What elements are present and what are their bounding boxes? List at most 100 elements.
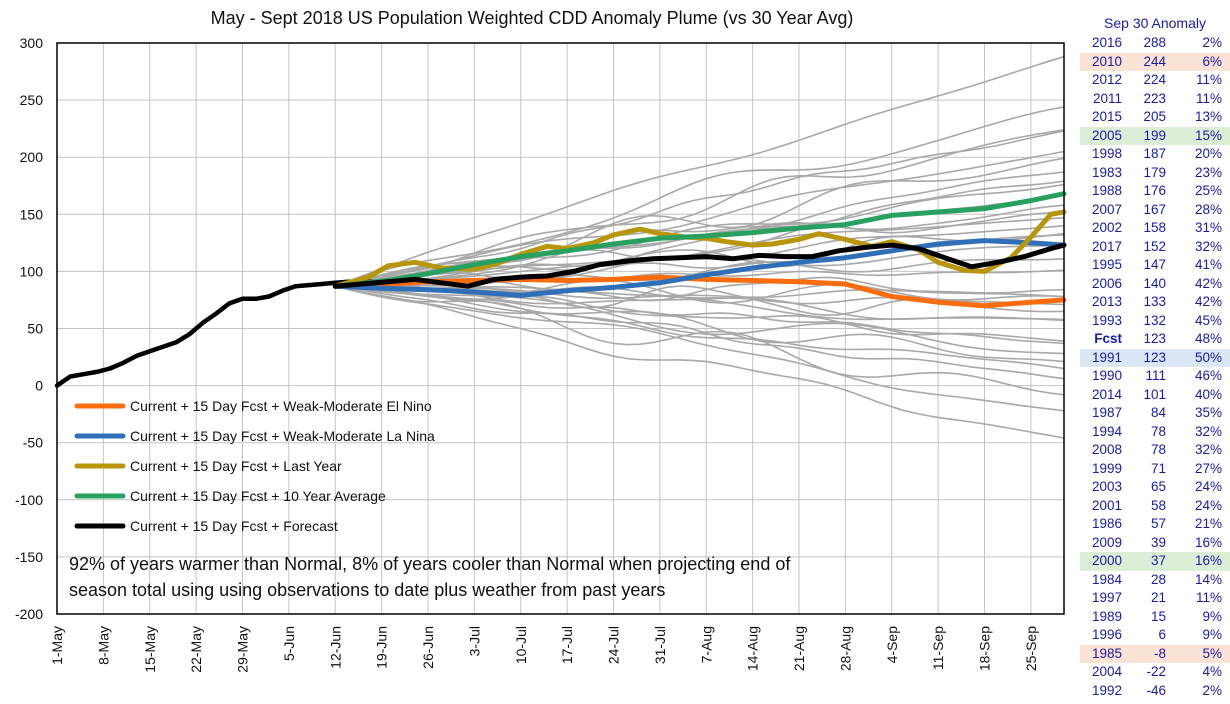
plume-line	[335, 150, 1065, 287]
table-year: 1983	[1091, 164, 1122, 180]
table-year: 2002	[1091, 220, 1122, 235]
table-row: 1995 147 41%	[1080, 256, 1230, 275]
table-row: 2017 152 32%	[1080, 238, 1230, 257]
table-value: 6	[1158, 627, 1166, 642]
table-value: 15	[1150, 608, 1166, 624]
table-value: 205	[1143, 109, 1166, 124]
y-tick-label: 250	[20, 92, 44, 108]
y-tick-label: 200	[20, 149, 44, 165]
table-row: 2013 133 42%	[1080, 293, 1230, 312]
annotation-line-0: 92% of years warmer than Normal, 8% of y…	[69, 554, 791, 574]
x-tick-label: 1-May	[49, 626, 65, 665]
table-row: 1989 15 9%	[1080, 608, 1230, 627]
plume-line	[335, 285, 1065, 439]
table-pct: 16%	[1194, 534, 1222, 550]
table-row: 2015 205 13%	[1080, 108, 1230, 127]
x-tick-label: 12-Jun	[327, 626, 343, 669]
table-value: 21	[1150, 590, 1166, 605]
plume-line	[335, 285, 1065, 396]
table-value: 57	[1150, 516, 1166, 531]
table-pct: 50%	[1194, 349, 1222, 365]
table-year: 1986	[1091, 516, 1122, 531]
x-tick-label: 19-Jun	[374, 626, 390, 669]
x-tick-label: 14-Aug	[745, 626, 761, 671]
table-pct: 11%	[1195, 590, 1222, 605]
table-year: 1987	[1091, 405, 1122, 420]
series-line-1	[332, 238, 1067, 298]
legend-label-2: Current + 15 Day Fcst + Last Year	[130, 458, 342, 474]
table-pct: 48%	[1194, 331, 1222, 346]
x-tick-label: 10-Jul	[513, 626, 529, 664]
table-row: 1991 123 50%	[1080, 348, 1230, 367]
table-pct: 35%	[1194, 405, 1222, 420]
table-pct: 6%	[1202, 53, 1222, 69]
series-line-3	[332, 191, 1067, 289]
table-year: 2005	[1091, 127, 1122, 143]
table-row: 1994 78 32%	[1080, 423, 1230, 442]
x-tick-label: 15-May	[142, 626, 158, 673]
table-row: 2016 288 2%	[1080, 34, 1230, 53]
table-value: 101	[1143, 386, 1166, 402]
table-pct: 20%	[1194, 146, 1222, 161]
y-tick-label: 0	[35, 378, 43, 394]
table-year: 1998	[1091, 146, 1122, 161]
x-tick-label: 28-Aug	[837, 626, 853, 671]
plume-line	[335, 106, 1065, 287]
table-pct: 32%	[1194, 238, 1222, 254]
table-value: 37	[1150, 553, 1166, 568]
table-pct: 31%	[1194, 220, 1222, 235]
table-row: 1997 21 11%	[1080, 589, 1230, 608]
table-pct: 28%	[1194, 201, 1222, 217]
table-value: 187	[1143, 146, 1166, 161]
table-pct: 5%	[1202, 645, 1222, 661]
table-value: 78	[1150, 442, 1166, 457]
legend-label-3: Current + 15 Day Fcst + 10 Year Average	[130, 488, 386, 504]
table-row: 1992 -46 2%	[1080, 682, 1230, 701]
table-year: 2010	[1091, 53, 1122, 69]
table-row: Fcst 123 48%	[1080, 330, 1230, 349]
table-value: 71	[1150, 460, 1166, 476]
table-row: 2008 78 32%	[1080, 441, 1230, 460]
table-value: -8	[1153, 645, 1166, 661]
table-value: 84	[1150, 405, 1166, 420]
table-pct: 14%	[1194, 571, 1222, 587]
table-value: 123	[1143, 331, 1166, 346]
table-pct: 11%	[1195, 72, 1222, 87]
table-year: 2013	[1091, 294, 1122, 309]
observed-line	[54, 279, 378, 388]
plume-line	[335, 285, 1065, 300]
table-year: 2000	[1091, 553, 1122, 568]
table-year: 1985	[1091, 645, 1122, 661]
y-tick-label: 50	[27, 321, 43, 337]
table-year: 2004	[1091, 664, 1122, 679]
table-value: 28	[1150, 571, 1166, 587]
table-year: Fcst	[1094, 331, 1122, 346]
y-tick-label: -150	[15, 549, 43, 565]
table-year: 1999	[1091, 460, 1122, 476]
observed-series-line	[54, 279, 378, 388]
table-pct: 9%	[1202, 627, 1222, 642]
table-row: 1999 71 27%	[1080, 460, 1230, 479]
plume-line	[335, 285, 1065, 370]
table-value: 132	[1143, 312, 1166, 328]
table-row: 2010 244 6%	[1080, 52, 1230, 71]
plume-lines	[335, 55, 1065, 439]
table-pct: 13%	[1194, 109, 1222, 124]
table-row: 2012 224 11%	[1080, 71, 1230, 90]
table-value: 123	[1143, 349, 1166, 365]
table-year: 2016	[1091, 35, 1122, 50]
table-year: 2008	[1091, 442, 1122, 457]
table-value: 224	[1143, 72, 1166, 87]
x-tick-label: 5-Jun	[281, 626, 297, 661]
table-value: -46	[1146, 682, 1166, 698]
table-year: 2012	[1091, 72, 1122, 87]
table-year: 2009	[1091, 534, 1122, 550]
table-year: 1992	[1091, 682, 1122, 698]
x-tick-label: 24-Jul	[606, 626, 622, 664]
x-tick-label: 22-May	[188, 626, 204, 673]
table-row: 2006 140 42%	[1080, 275, 1230, 294]
table-value: 39	[1150, 534, 1166, 550]
plume-line	[335, 285, 1065, 412]
table-value: 133	[1143, 294, 1166, 309]
x-tick-label: 4-Sep	[884, 626, 900, 664]
